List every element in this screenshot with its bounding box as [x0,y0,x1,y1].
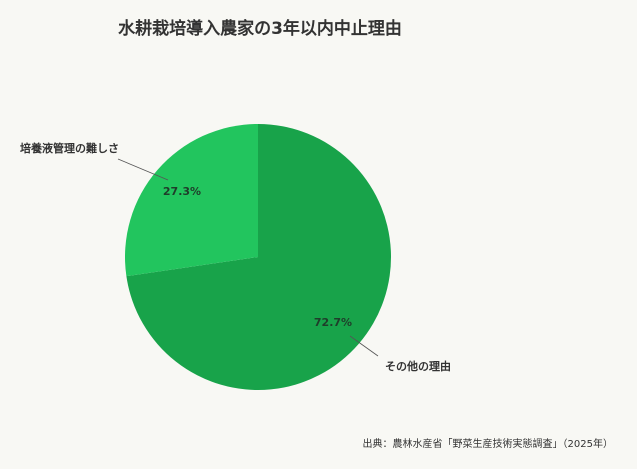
pie-slices [125,124,392,390]
chart-title: 水耕栽培導入農家の3年以内中止理由 [118,19,402,39]
leader-lines [117,158,379,357]
pie-slice-2 [125,124,258,277]
slice-value-label-2: 27.3% [163,185,201,198]
slice-category-label-2: 培養液管理の難しさ [20,141,119,155]
pie-slice-1 [126,124,392,390]
leader-line-1 [349,335,379,357]
slice-labels: 72.7% その他の理由 27.3% 培養液管理の難しさ [20,141,451,373]
slice-category-label-1: その他の理由 [385,359,451,373]
slice-value-label-1: 72.7% [314,316,352,329]
source-note: 出典：農林水産省「野菜生産技術実態調査」（2025年） [362,439,613,450]
leader-line-2 [117,158,169,181]
